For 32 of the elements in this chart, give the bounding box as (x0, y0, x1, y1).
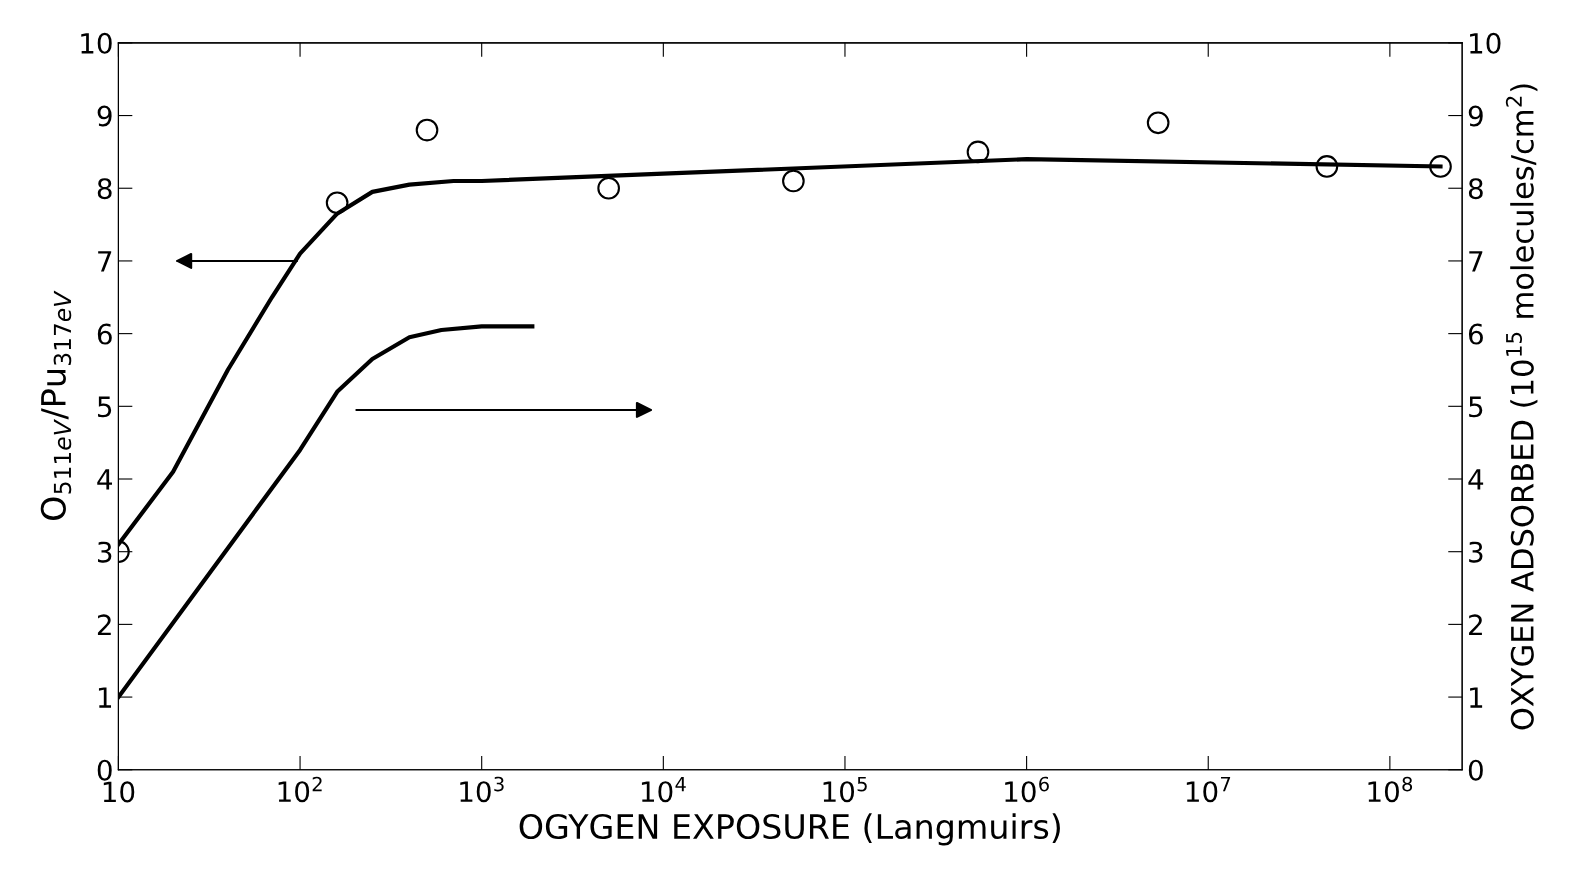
y2-tick-label: 6 (1468, 323, 1483, 345)
x-tick-label: 10$^{2}$ (278, 776, 322, 803)
x-axis-title: OGYGEN EXPOSURE (Langmuirs) (519, 813, 1060, 846)
y2-tick-label: 5 (1469, 396, 1483, 418)
y-tick-label: 7 (98, 251, 112, 272)
y2-tick-label: 4 (1468, 469, 1484, 490)
x-tick-label: 10$^{4}$ (641, 776, 686, 803)
y2-tick-label: 1 (1470, 687, 1483, 708)
x-tick-label: 10$^{5}$ (823, 776, 867, 803)
y-tick-label: 5 (98, 396, 112, 418)
y2-tick-label: 8 (1468, 178, 1483, 200)
y2-axis-title: OXYGEN ADSORBED (10$^{15}$ molecules/cm$^{2}$) (1505, 84, 1538, 730)
y2-tick-label: 3 (1469, 541, 1483, 563)
y2-tick-label: 0 (1468, 759, 1483, 781)
x-tick-label: 10$^{3}$ (460, 776, 504, 803)
y-tick-label: 3 (98, 541, 112, 563)
y-tick-label: 10 (81, 32, 112, 54)
x-tick-label: 10$^{8}$ (1368, 776, 1413, 803)
y-tick-label: 0 (97, 759, 112, 781)
y2-tick-label: 10 (1470, 32, 1501, 54)
y-axis-title: O$_{511eV}$/Pu$_{317eV}$ (40, 290, 72, 520)
y-tick-label: 8 (97, 178, 112, 200)
y-tick-label: 6 (97, 323, 112, 345)
y-tick-label: 2 (97, 614, 111, 635)
y-tick-label: 4 (97, 469, 113, 490)
x-tick-label: 10$^{6}$ (1005, 776, 1049, 803)
y2-tick-label: 2 (1469, 614, 1482, 635)
y2-tick-label: 9 (1468, 105, 1483, 127)
y-tick-label: 9 (97, 105, 112, 127)
y2-tick-label: 7 (1469, 251, 1483, 272)
y-tick-label: 1 (98, 687, 111, 708)
x-tick-label: 10$^{7}$ (1186, 776, 1231, 803)
